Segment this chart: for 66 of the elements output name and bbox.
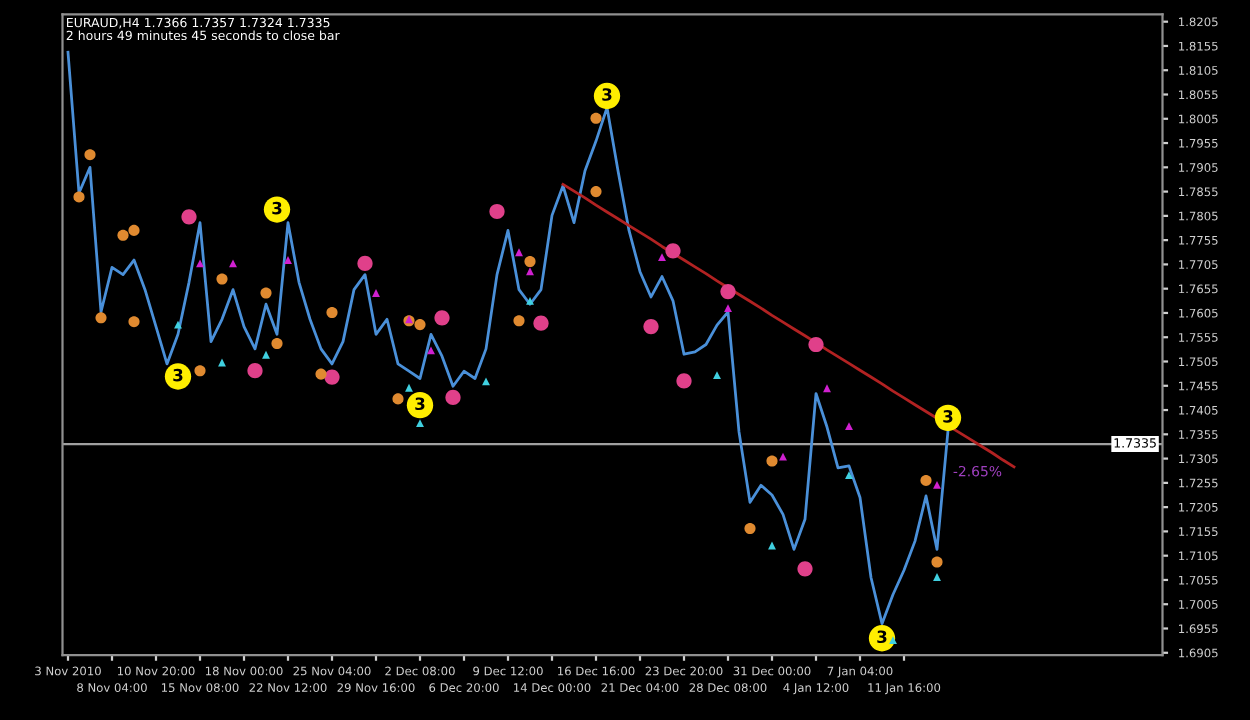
point bbox=[526, 267, 534, 276]
point bbox=[676, 373, 692, 389]
point bbox=[889, 636, 897, 645]
point bbox=[229, 259, 237, 268]
annotation: 3 bbox=[877, 630, 887, 644]
point bbox=[779, 452, 787, 461]
point bbox=[665, 243, 681, 259]
point bbox=[845, 471, 853, 480]
point bbox=[357, 255, 373, 272]
point bbox=[117, 229, 129, 241]
point bbox=[181, 209, 197, 225]
point bbox=[823, 384, 831, 393]
point bbox=[174, 320, 182, 329]
point bbox=[845, 422, 853, 430]
point bbox=[427, 346, 435, 355]
point bbox=[128, 316, 140, 328]
point bbox=[405, 383, 413, 392]
point bbox=[262, 350, 270, 359]
point bbox=[933, 573, 941, 581]
line-series bbox=[561, 182, 1016, 469]
point bbox=[414, 319, 426, 331]
point bbox=[434, 310, 450, 326]
point bbox=[590, 112, 602, 124]
point bbox=[128, 224, 140, 236]
point bbox=[766, 455, 778, 467]
annotation: 3 bbox=[602, 88, 612, 101]
point bbox=[658, 253, 666, 262]
point bbox=[513, 315, 525, 327]
point bbox=[216, 273, 228, 285]
point bbox=[247, 363, 263, 379]
point bbox=[392, 393, 404, 405]
point bbox=[73, 191, 85, 203]
point bbox=[489, 203, 505, 220]
point bbox=[744, 522, 756, 535]
point bbox=[324, 369, 340, 385]
point bbox=[720, 283, 736, 300]
point bbox=[713, 371, 721, 380]
point bbox=[590, 186, 602, 198]
point bbox=[84, 149, 96, 161]
annotation: 3 bbox=[943, 410, 953, 423]
point bbox=[372, 289, 380, 297]
point bbox=[416, 419, 424, 428]
point bbox=[260, 287, 272, 299]
point bbox=[482, 377, 490, 386]
point bbox=[933, 480, 941, 489]
point bbox=[515, 248, 523, 257]
point bbox=[194, 365, 206, 377]
point bbox=[95, 312, 107, 324]
point bbox=[284, 256, 292, 264]
annotation: 3 bbox=[173, 368, 183, 382]
annotation: 3 bbox=[272, 201, 282, 215]
point bbox=[526, 296, 534, 305]
point bbox=[931, 556, 943, 568]
point bbox=[724, 304, 732, 313]
point bbox=[271, 337, 283, 350]
point bbox=[808, 336, 824, 353]
point bbox=[326, 306, 338, 319]
annotation: 3 bbox=[415, 397, 425, 411]
point bbox=[797, 561, 813, 577]
point bbox=[643, 318, 659, 335]
point bbox=[524, 255, 536, 268]
point bbox=[920, 474, 932, 486]
point bbox=[445, 389, 461, 406]
point bbox=[196, 259, 204, 268]
point bbox=[533, 315, 549, 331]
point bbox=[315, 368, 327, 380]
